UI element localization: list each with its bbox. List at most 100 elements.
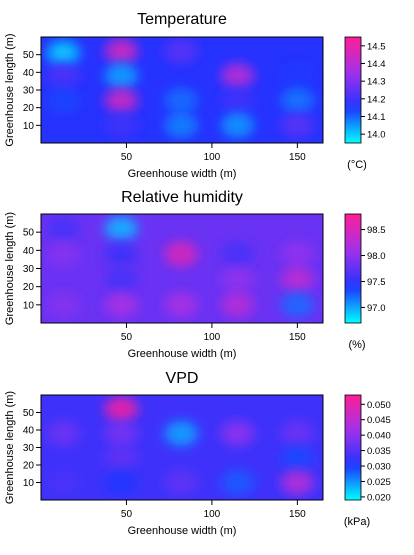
heatmap-hotspot	[275, 441, 320, 475]
chart-title: Relative humidity	[121, 189, 243, 206]
y-axis-label: Greenhouse length (m)	[4, 391, 16, 504]
x-axis-label: Greenhouse width (m)	[128, 168, 237, 180]
colorbar	[344, 394, 362, 501]
heatmap-hotspot	[215, 262, 260, 297]
y-tick-label: 40	[23, 246, 35, 257]
y-tick-label: 40	[23, 68, 35, 79]
heatmap-panel-1: Temperature 50 100 150 10 20 30 40 50 Greenhouse …	[4, 11, 386, 180]
heatmap-hotspot	[41, 58, 86, 93]
colorbar-unit: (%)	[348, 339, 365, 351]
colorbar-unit: (kPa)	[344, 516, 370, 528]
heatmap-hotspot	[99, 416, 144, 451]
heatmap-panel-2: Relative humidity 50 100 150 10 20 30 40 50 Green…	[4, 189, 386, 360]
colorbar-unit: (°C)	[347, 159, 367, 171]
y-tick-label: 20	[23, 103, 35, 114]
colorbar-tick-label: 14.5	[367, 41, 386, 52]
x-axis-label: Greenhouse width (m)	[128, 348, 237, 360]
colorbar-tick-label: 0.030	[367, 462, 391, 473]
heatmap-hotspot	[215, 416, 260, 451]
heatmap-hotspot	[159, 416, 204, 451]
y-tick-label: 20	[23, 282, 35, 293]
colorbar-tick-label: 0.050	[367, 400, 391, 411]
heatmap-hotspots	[41, 214, 320, 322]
heatmap-hotspot	[159, 236, 204, 271]
heatmap-hotspot	[41, 214, 86, 246]
heatmap-hotspot	[275, 465, 320, 500]
heatmap-hotspot	[99, 108, 144, 143]
heatmap-hotspot	[99, 465, 144, 500]
colorbar-tick-label: 14.1	[367, 112, 386, 123]
heatmap-hotspot	[99, 37, 144, 69]
heatmap-hotspots	[41, 395, 320, 500]
heatmap-hotspot	[99, 287, 144, 322]
heatmap-panel-3: VPD 50 100 150 10 20 30 40 50 Greenhouse width (m…	[4, 370, 391, 537]
heatmap-hotspot	[275, 262, 320, 297]
heatmap-hotspot	[215, 83, 260, 118]
heatmap-hotspot	[99, 262, 144, 297]
colorbar-tick-label: 0.020	[367, 492, 391, 503]
x-tick-label: 50	[121, 332, 133, 343]
heatmap-hotspot	[159, 37, 204, 69]
x-tick-label: 100	[204, 332, 221, 343]
heatmap-hotspot	[159, 287, 204, 322]
colorbar	[344, 36, 362, 144]
colorbar-tick-label: 97.0	[367, 303, 386, 314]
y-tick-label: 40	[23, 426, 35, 437]
colorbar-tick-label: 0.035	[367, 446, 391, 457]
x-tick-label: 150	[289, 332, 306, 343]
x-tick-label: 100	[204, 152, 221, 163]
heatmap-hotspot	[159, 108, 204, 143]
heatmap-hotspot	[99, 83, 144, 118]
heatmap-hotspot	[275, 83, 320, 118]
x-tick-label: 150	[289, 509, 306, 520]
heatmap-hotspot	[99, 395, 144, 426]
colorbar-tick-label: 98.5	[367, 225, 386, 236]
y-tick-label: 30	[23, 86, 35, 97]
colorbar-tick-label: 14.2	[367, 94, 386, 105]
colorbar-tick-label: 14.4	[367, 59, 386, 70]
y-tick-label: 30	[23, 264, 35, 275]
colorbar-tick-label: 0.040	[367, 431, 391, 442]
heatmap-hotspot	[41, 465, 86, 500]
heatmap-hotspot	[275, 236, 320, 271]
heatmap-hotspot	[99, 58, 144, 93]
heatmap-hotspot	[275, 108, 320, 143]
heatmap-hotspot	[215, 465, 260, 500]
heatmap-hotspot	[99, 236, 144, 271]
heatmap-hotspot	[159, 465, 204, 500]
colorbar-tick-label: 97.5	[367, 277, 386, 288]
heatmap-hotspot	[215, 287, 260, 322]
chart-title: VPD	[166, 370, 199, 387]
y-tick-label: 50	[23, 408, 35, 419]
heatmap-hotspot	[41, 416, 86, 451]
y-tick-label: 10	[23, 121, 35, 132]
colorbar-tick-label: 98.0	[367, 251, 386, 262]
y-axis-label: Greenhouse length (m)	[4, 212, 16, 325]
y-tick-label: 50	[23, 228, 35, 239]
heatmap-hotspot	[159, 83, 204, 118]
heatmap-hotspot	[99, 214, 144, 246]
colorbar-tick-label: 0.045	[367, 415, 391, 426]
y-tick-label: 30	[23, 443, 35, 454]
x-tick-label: 50	[121, 509, 133, 520]
heatmap-hotspot	[41, 287, 86, 322]
x-tick-label: 150	[289, 152, 306, 163]
heatmap-hotspot	[275, 58, 320, 93]
heatmap-hotspot	[41, 83, 86, 118]
chart-title: Temperature	[137, 11, 227, 28]
heatmap-hotspot	[275, 287, 320, 322]
heatmap-hotspot	[215, 236, 260, 271]
x-tick-label: 100	[204, 509, 221, 520]
y-tick-label: 10	[23, 300, 35, 311]
heatmap-hotspot	[215, 108, 260, 143]
heatmap-hotspots	[41, 37, 320, 143]
x-axis-label: Greenhouse width (m)	[128, 525, 237, 537]
heatmap-hotspot	[215, 58, 260, 93]
y-axis-label: Greenhouse length (m)	[4, 33, 16, 146]
colorbar-tick-label: 0.025	[367, 477, 391, 488]
colorbar-tick-label: 14.3	[367, 77, 386, 88]
y-tick-label: 50	[23, 50, 35, 61]
y-tick-label: 10	[23, 478, 35, 489]
